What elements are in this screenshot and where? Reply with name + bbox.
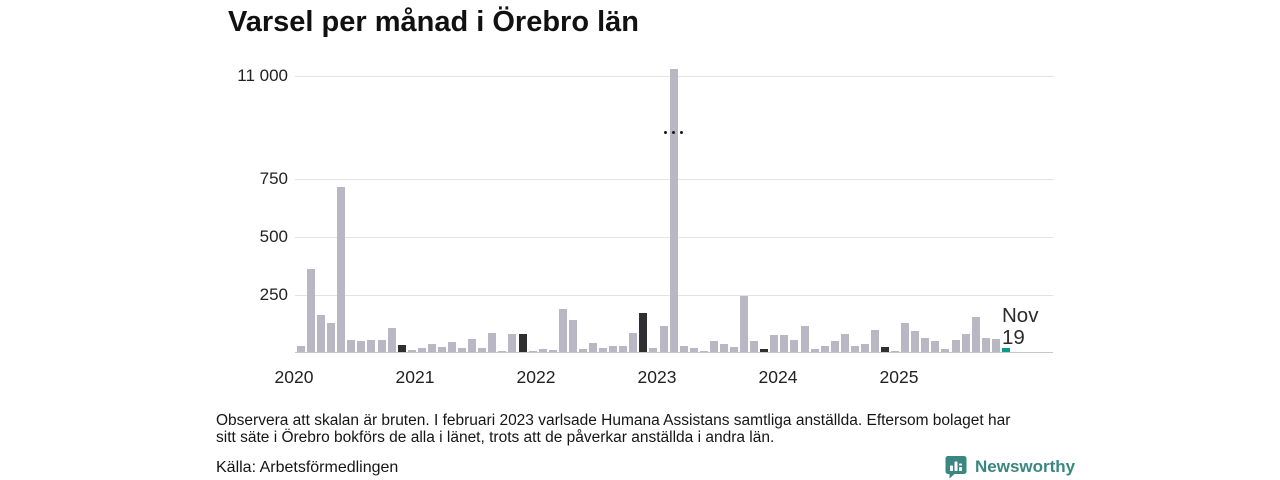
x-tick-label-2021: 2021 [395, 367, 435, 387]
bar-2020-3 [317, 315, 325, 352]
x-tick-label-2024: 2024 [758, 367, 798, 387]
bar-2020-7 [357, 341, 365, 352]
x-axis-line [295, 352, 1053, 353]
bar-2023-1 [660, 326, 668, 352]
bar-2024-11 [881, 347, 889, 352]
bar-2025-7 [962, 334, 970, 352]
newsworthy-logo-icon [945, 456, 967, 479]
bar-2023-8 [730, 347, 738, 352]
footnote-line-2: sitt säte i Örebro bokförs de alla i län… [216, 428, 775, 446]
bar-2021-3 [438, 347, 446, 352]
bar-2021-6 [468, 339, 476, 352]
bar-2021-9 [498, 351, 506, 352]
bar-2021-12 [529, 351, 537, 352]
newsworthy-branding: Newsworthy [944, 454, 1075, 479]
bar-2021-4 [448, 342, 456, 352]
bar-2025-3 [921, 338, 929, 352]
bar-2022-12 [649, 348, 657, 352]
bar-2025-8 [972, 317, 980, 352]
source-label: Källa: Arbetsförmedlingen [216, 459, 399, 476]
bar-2021-10 [508, 334, 516, 352]
y-tick-label: 750 [259, 169, 288, 188]
bar-2021-8 [488, 333, 496, 352]
bar-2023-3 [680, 346, 688, 352]
bar-2024-2 [790, 340, 798, 352]
bar-2020-12 [408, 350, 416, 352]
plot-area [295, 68, 1053, 353]
latest-month-label: Nov [1002, 304, 1039, 327]
x-tick-label-2022: 2022 [516, 367, 556, 387]
bar-2022-9 [619, 346, 627, 352]
bar-2025-9 [982, 338, 990, 352]
bar-2025-4 [931, 341, 939, 352]
bar-2025-6 [952, 340, 960, 352]
scale-break-dots [664, 131, 683, 134]
bar-2022-3 [559, 309, 567, 352]
bar-2020-11 [398, 345, 406, 352]
bar-2023-9 [740, 296, 748, 352]
latest-value-annotation: Nov 19 [1002, 305, 1038, 349]
bar-2022-2 [549, 350, 557, 352]
bar-2023-6 [710, 341, 718, 352]
bar-2022-4 [569, 320, 577, 352]
newsworthy-wordmark: Newsworthy [975, 456, 1076, 476]
x-tick-label-2023: 2023 [637, 367, 677, 387]
bar-2022-7 [599, 348, 607, 352]
bar-2020-4 [327, 323, 335, 352]
chart-title: Varsel per månad i Örebro län [228, 6, 639, 38]
bar-2021-2 [428, 344, 436, 352]
bar-2025-10 [992, 339, 1000, 352]
bar-2023-11 [760, 349, 768, 352]
bar-2024-10 [871, 330, 879, 352]
bar-2022-5 [579, 349, 587, 352]
y-tick-label: 500 [259, 227, 288, 246]
bar-2020-8 [367, 340, 375, 352]
bar-2021-1 [418, 348, 426, 352]
bar-2021-5 [458, 348, 466, 352]
bar-2021-11 [519, 334, 527, 352]
bar-2025-11 [1002, 348, 1010, 352]
y-tick-label: 250 [259, 285, 288, 304]
bar-2025-2 [911, 331, 919, 352]
bar-2023-10 [750, 341, 758, 352]
bar-2023-7 [720, 344, 728, 352]
bar-2021-7 [478, 348, 486, 352]
bar-2020-1 [297, 346, 305, 352]
bar-2020-5 [337, 187, 345, 352]
bar-2020-6 [347, 340, 355, 352]
bar-2024-6 [831, 341, 839, 352]
bar-2025-5 [941, 349, 949, 352]
bar-2022-10 [629, 333, 637, 352]
x-tick-label-2020: 2020 [274, 367, 314, 387]
x-tick-label-2025: 2025 [879, 367, 919, 387]
footnote: Observera att skalan är bruten. I februa… [216, 412, 1011, 446]
bar-2024-9 [861, 344, 869, 352]
latest-value-label: 19 [1002, 326, 1025, 349]
bar-2022-1 [539, 349, 547, 352]
bar-2024-3 [801, 326, 809, 352]
bar-2024-4 [811, 349, 819, 352]
bar-2023-5 [700, 351, 708, 352]
footnote-line-1: Observera att skalan är bruten. I februa… [216, 412, 1011, 429]
bar-2022-8 [609, 346, 617, 352]
bar-2020-9 [378, 340, 386, 352]
bar-2020-10 [388, 328, 396, 352]
bar-2024-5 [821, 346, 829, 352]
bar-2022-6 [589, 343, 597, 352]
bar-2024-1 [780, 335, 788, 352]
y-tick-label: 11 000 [237, 66, 288, 85]
bar-2022-11 [639, 313, 647, 352]
bar-2023-12 [770, 335, 778, 352]
bar-2025-1 [901, 323, 909, 352]
bar-2023-4 [690, 348, 698, 352]
bar-2024-8 [851, 346, 859, 352]
bar-2020-2 [307, 269, 315, 352]
bar-2024-12 [891, 351, 899, 352]
bar-2023-2 [670, 69, 678, 352]
bar-2024-7 [841, 334, 849, 352]
